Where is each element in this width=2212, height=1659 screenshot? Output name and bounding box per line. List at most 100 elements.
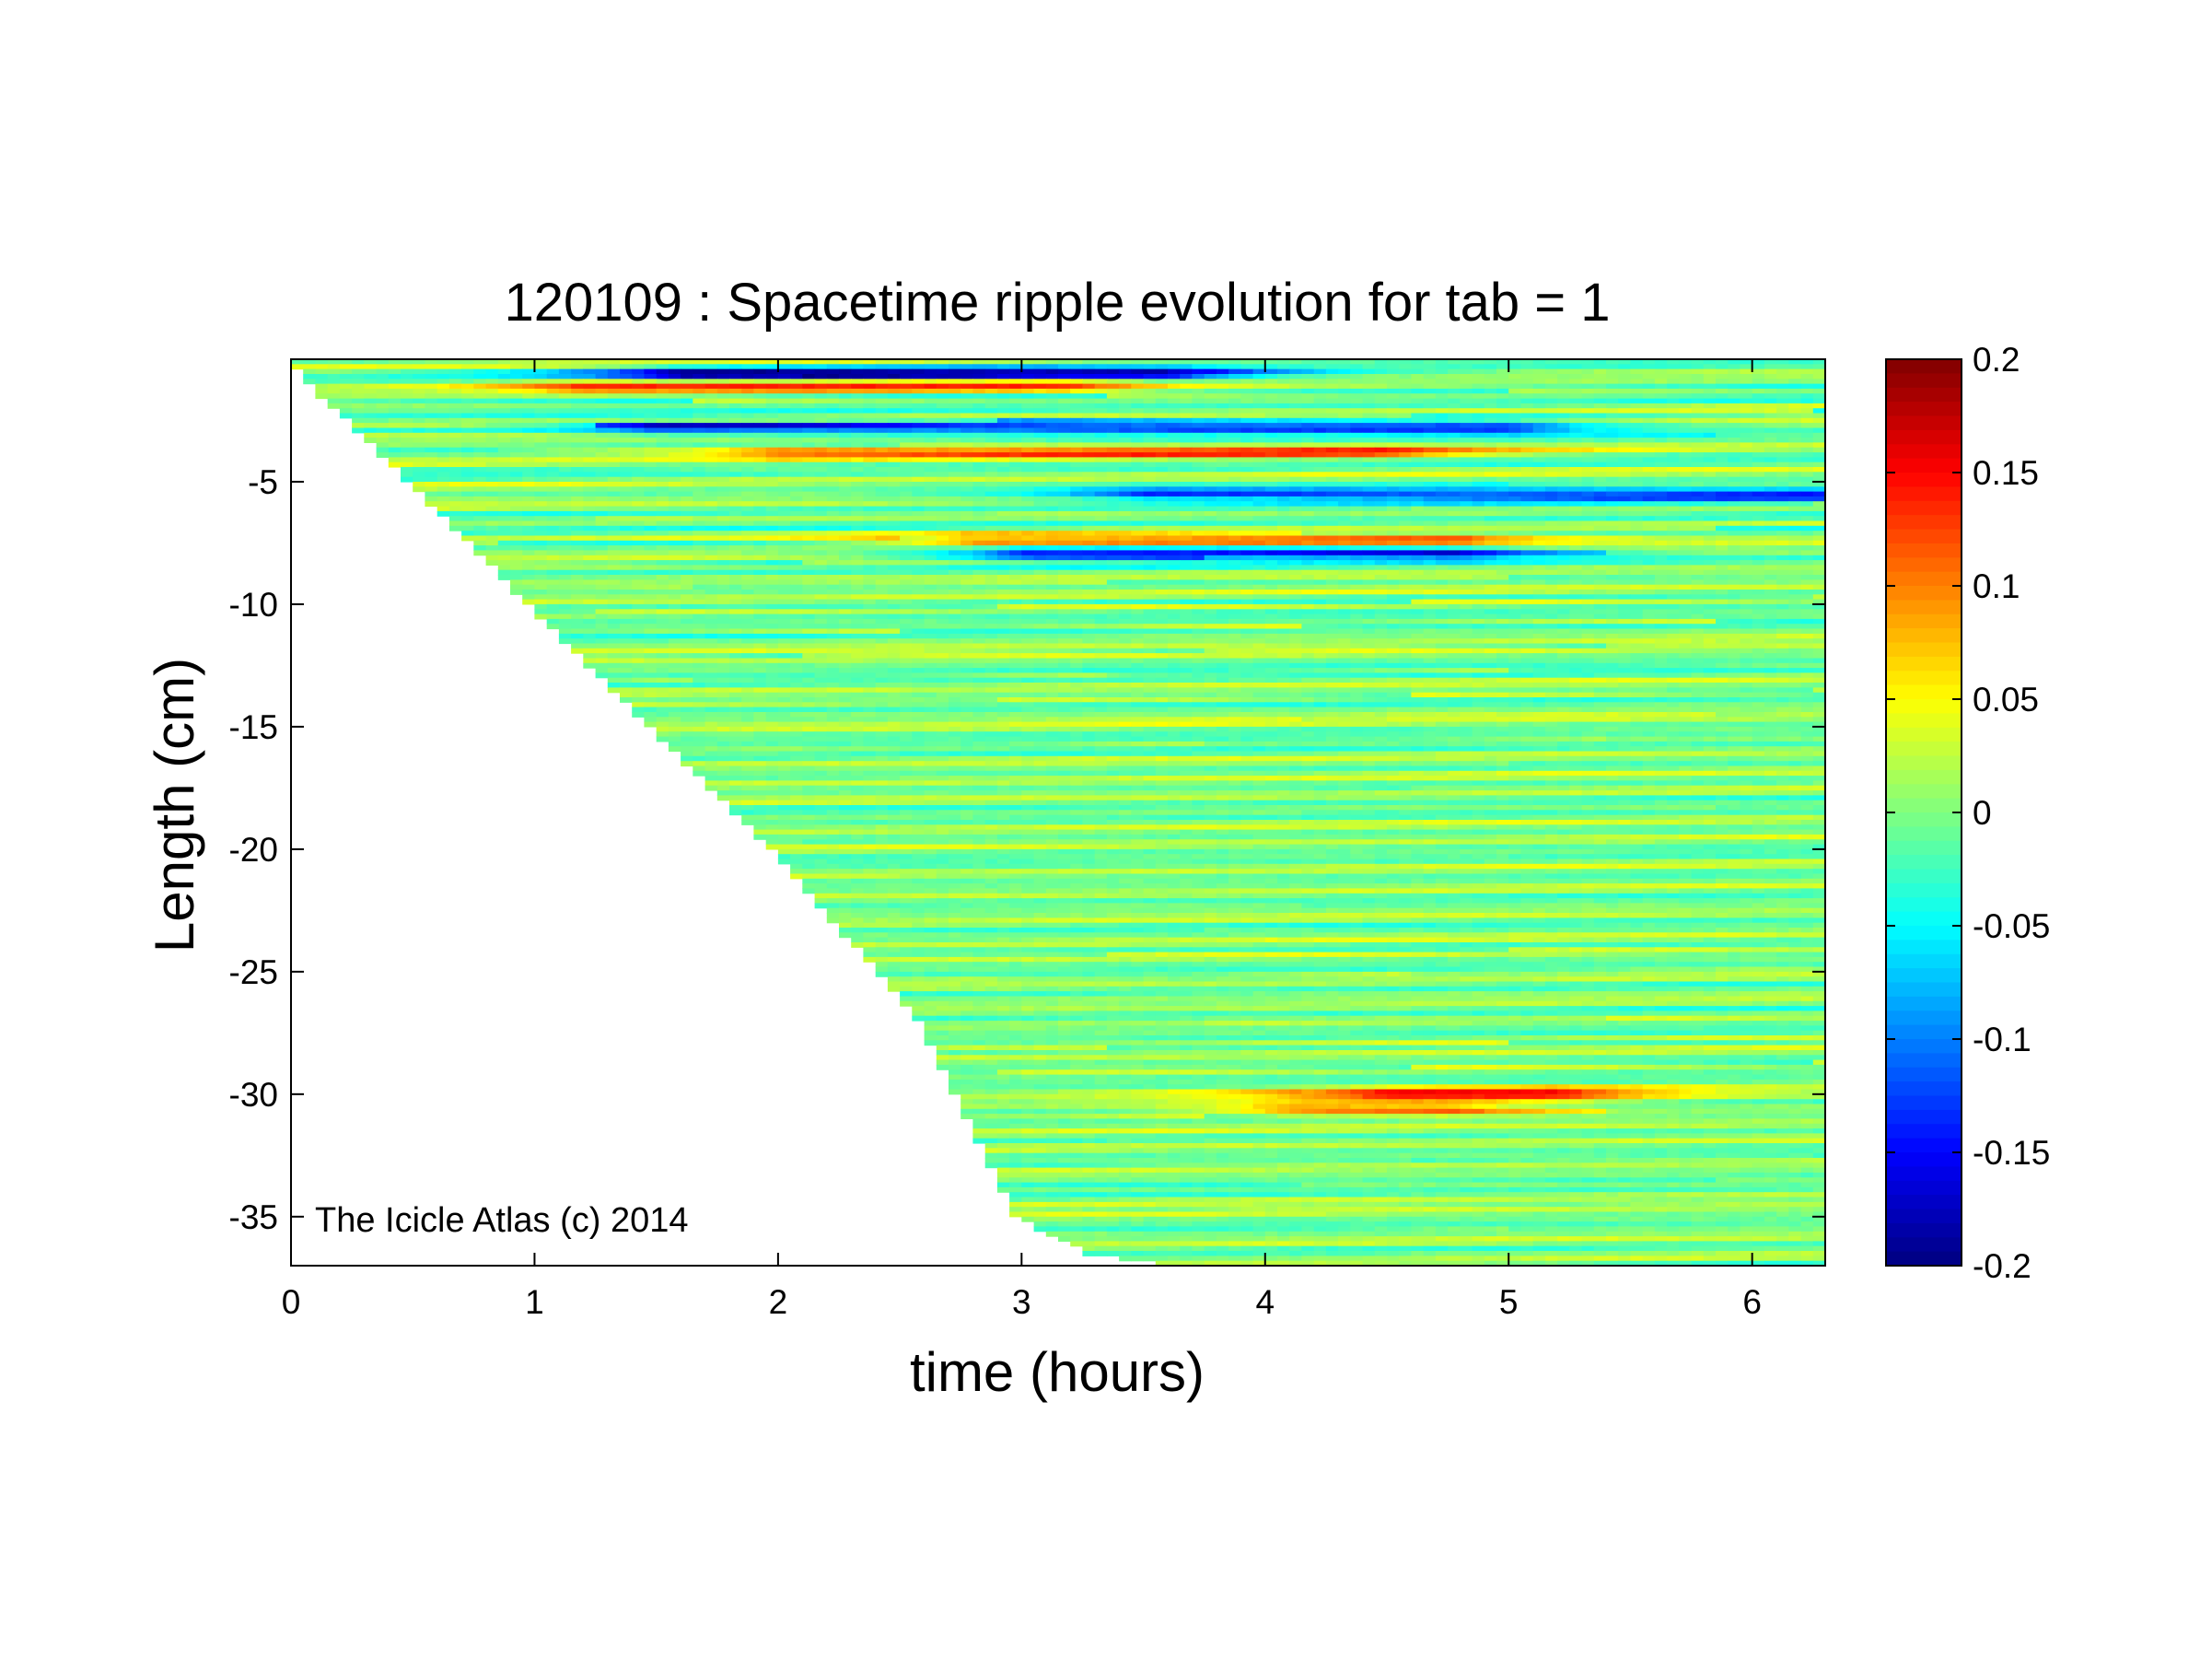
heatmap-cell	[1325, 510, 1339, 517]
heatmap-cell	[1520, 442, 1534, 449]
heatmap-cell	[1350, 560, 1364, 566]
heatmap-cell	[583, 501, 597, 508]
heatmap-cell	[1435, 525, 1449, 532]
heatmap-cell	[1423, 467, 1437, 473]
heatmap-cell	[1679, 359, 1693, 365]
heatmap-cell	[401, 383, 413, 390]
heatmap-cell	[704, 359, 718, 365]
heatmap-cell	[1277, 506, 1290, 512]
heatmap-cell	[1094, 467, 1108, 473]
heatmap-cell	[1435, 506, 1449, 512]
heatmap-cell	[1338, 545, 1351, 551]
heatmap-cell	[912, 531, 926, 537]
heatmap-cell	[644, 413, 658, 419]
heatmap-cell	[863, 555, 877, 561]
heatmap-cell	[1764, 516, 1777, 522]
heatmap-cell	[1496, 501, 1509, 508]
heatmap-cell	[644, 540, 658, 546]
heatmap-cell	[497, 447, 511, 453]
heatmap-cell	[1728, 442, 1740, 449]
heatmap-cell	[522, 565, 535, 571]
heatmap-cell	[1058, 374, 1071, 380]
heatmap-cell	[546, 491, 560, 497]
heatmap-cell	[668, 506, 681, 512]
heatmap-cell	[1387, 457, 1400, 463]
heatmap-cell	[814, 423, 828, 428]
heatmap-cell	[777, 423, 791, 428]
heatmap-cell	[949, 452, 961, 458]
heatmap-cell	[924, 482, 937, 487]
heatmap-cell	[949, 501, 961, 508]
heatmap-cell	[1350, 438, 1364, 443]
heatmap-cell	[996, 520, 1010, 527]
heatmap-cell	[1387, 447, 1400, 453]
heatmap-cell	[1606, 447, 1619, 453]
heatmap-cell	[1812, 501, 1826, 508]
heatmap-cell	[1009, 442, 1022, 449]
heatmap-cell	[1642, 496, 1656, 502]
heatmap-cell	[1691, 467, 1705, 473]
heatmap-cell	[753, 501, 767, 508]
heatmap-cell	[558, 496, 572, 502]
heatmap-cell	[656, 452, 669, 458]
heatmap-cell	[1484, 408, 1497, 415]
heatmap-cell	[1058, 413, 1071, 419]
heatmap-cell	[1033, 535, 1047, 542]
heatmap-cell	[1630, 423, 1644, 428]
heatmap-cell	[571, 427, 584, 434]
heatmap-cell	[1350, 408, 1364, 415]
heatmap-cell	[1119, 427, 1132, 434]
heatmap-cell	[1387, 510, 1400, 517]
heatmap-cell	[632, 432, 645, 438]
heatmap-cell	[1374, 368, 1388, 375]
heatmap-cell	[1228, 438, 1241, 443]
heatmap-cell	[558, 432, 572, 438]
heatmap-cell	[1374, 525, 1388, 532]
heatmap-cell	[1277, 545, 1290, 551]
heatmap-cell	[1606, 467, 1619, 473]
heatmap-cell	[425, 359, 438, 365]
heatmap-cell	[1387, 423, 1400, 428]
heatmap-cell	[425, 472, 438, 478]
heatmap-cell	[814, 565, 828, 571]
heatmap-cell	[413, 452, 425, 458]
heatmap-cell	[1728, 374, 1740, 380]
heatmap-cell	[437, 393, 450, 400]
heatmap-cell	[1569, 501, 1583, 508]
heatmap-cell	[1374, 438, 1388, 443]
heatmap-cell	[668, 486, 681, 493]
heatmap-cell	[1460, 506, 1473, 512]
heatmap-cell	[668, 388, 681, 394]
heatmap-cell	[1045, 560, 1059, 566]
heatmap-cell	[522, 472, 535, 478]
heatmap-cell	[388, 427, 402, 434]
heatmap-cell	[1325, 540, 1339, 546]
heatmap-cell	[1228, 403, 1241, 409]
heatmap-cell	[448, 374, 462, 380]
heatmap-cell	[558, 457, 572, 463]
heatmap-cell	[851, 565, 864, 571]
heatmap-cell	[1532, 501, 1546, 508]
heatmap-cell	[1752, 452, 1765, 458]
heatmap-cell	[681, 506, 693, 512]
heatmap-cell	[1399, 423, 1412, 428]
heatmap-cell	[1606, 383, 1619, 390]
heatmap-cell	[1569, 560, 1583, 566]
heatmap-cell	[448, 482, 462, 487]
heatmap-cell	[595, 442, 609, 449]
heatmap-cell	[1788, 520, 1802, 527]
heatmap-cell	[949, 467, 961, 473]
heatmap-cell	[485, 461, 499, 468]
heatmap-cell	[1508, 472, 1521, 478]
heatmap-cell	[716, 540, 730, 546]
heatmap-cell	[510, 555, 523, 561]
heatmap-cell	[790, 427, 803, 434]
heatmap-cell	[1654, 496, 1668, 502]
heatmap-cell	[1593, 520, 1607, 527]
heatmap-cell	[1520, 423, 1534, 428]
heatmap-cell	[1216, 408, 1229, 415]
heatmap-cell	[497, 438, 511, 443]
heatmap-cell	[1812, 427, 1826, 434]
heatmap-cell	[546, 535, 560, 542]
heatmap-cell	[1338, 535, 1351, 542]
